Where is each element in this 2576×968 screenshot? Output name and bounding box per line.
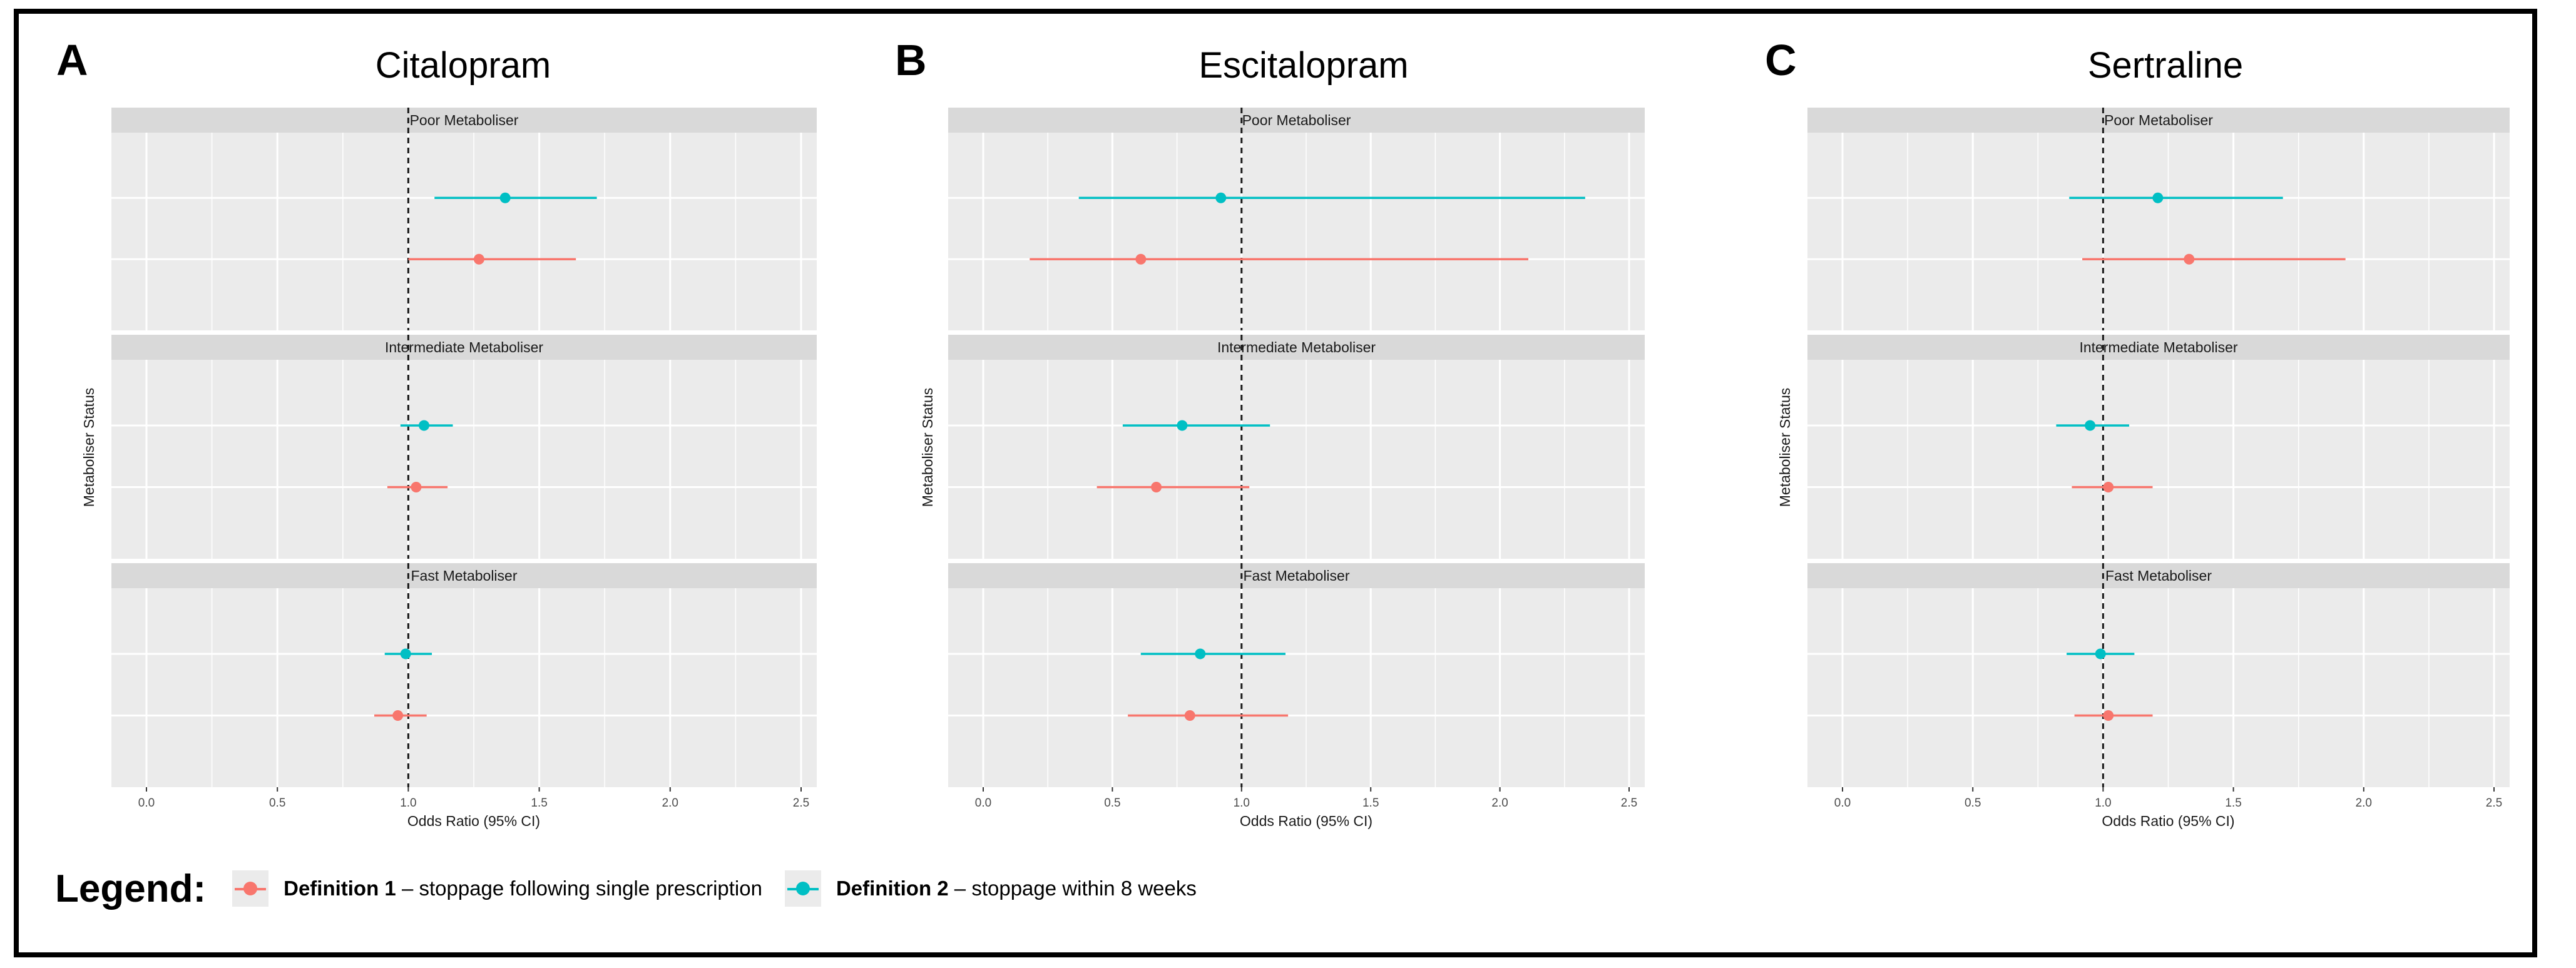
chart-panel-c: C Sertraline Poor Metaboliser Intermediate … bbox=[1765, 36, 2510, 829]
x-tick-label: 2.5 bbox=[793, 797, 809, 810]
facet-background bbox=[1807, 360, 2510, 559]
x-tick-label: 0.5 bbox=[1965, 797, 1981, 810]
facet-strip bbox=[1807, 108, 2510, 133]
y-axis-title: Metaboliser Status bbox=[1777, 388, 1793, 507]
x-tick-label: 2.5 bbox=[1621, 797, 1637, 810]
facet-strip bbox=[1807, 335, 2510, 360]
facet-poor-metaboliser: Poor Metaboliser bbox=[948, 108, 1645, 330]
point-definition-1 bbox=[473, 253, 484, 265]
x-axis-title: Odds Ratio (95% CI) bbox=[407, 813, 540, 829]
x-tick-label: 2.5 bbox=[2486, 797, 2502, 810]
facet-fast-metaboliser: Fast Metaboliser bbox=[948, 563, 1645, 787]
facet-intermediate-metaboliser: Intermediate Metaboliser bbox=[948, 335, 1645, 559]
facet-label: Fast Metaboliser bbox=[2105, 568, 2212, 584]
panel-letter: A bbox=[56, 36, 88, 84]
facet-background bbox=[948, 360, 1645, 559]
facet-poor-metaboliser: Poor Metaboliser bbox=[111, 108, 817, 330]
facet-background bbox=[1807, 133, 2510, 330]
point-definition-2 bbox=[2085, 420, 2096, 431]
chart-title: Citalopram bbox=[376, 45, 551, 86]
x-tick-label: 1.5 bbox=[531, 797, 547, 810]
point-definition-1 bbox=[2103, 482, 2114, 493]
chart-title: Escitalopram bbox=[1199, 45, 1408, 86]
y-axis-title: Metaboliser Status bbox=[919, 388, 936, 507]
x-tick-label: 1.0 bbox=[1234, 797, 1250, 810]
panel-letter: C bbox=[1765, 36, 1797, 84]
facet-label: Intermediate Metaboliser bbox=[1217, 339, 1376, 355]
point-definition-1 bbox=[1184, 710, 1195, 721]
facet-background bbox=[948, 133, 1645, 330]
point-definition-2 bbox=[2152, 192, 2164, 203]
facet-label: Poor Metaboliser bbox=[1242, 112, 1351, 128]
facet-intermediate-metaboliser: Intermediate Metaboliser bbox=[1807, 335, 2510, 559]
x-tick-label: 0.5 bbox=[269, 797, 285, 810]
facet-strip bbox=[111, 335, 817, 360]
chart-title: Sertraline bbox=[2088, 45, 2243, 86]
facet-label: Intermediate Metaboliser bbox=[2079, 339, 2237, 355]
x-tick-label: 0.0 bbox=[975, 797, 991, 810]
legend-title: Legend: bbox=[55, 867, 207, 910]
point-definition-1 bbox=[2103, 710, 2114, 721]
facet-strip bbox=[111, 108, 817, 133]
facet-strip bbox=[948, 335, 1645, 360]
x-tick-label: 1.5 bbox=[2225, 797, 2241, 810]
x-axis-title: Odds Ratio (95% CI) bbox=[2102, 813, 2234, 829]
point-definition-2 bbox=[400, 648, 411, 660]
point-definition-2 bbox=[1177, 420, 1188, 431]
facet-label: Poor Metaboliser bbox=[410, 112, 519, 128]
x-tick-label: 2.0 bbox=[1491, 797, 1508, 810]
point-definition-1 bbox=[392, 710, 404, 721]
legend-label-definition-2: Definition 2 – stoppage within 8 weeks bbox=[836, 877, 1197, 900]
facet-label: Fast Metaboliser bbox=[411, 568, 517, 584]
x-axis-title: Odds Ratio (95% CI) bbox=[1240, 813, 1372, 829]
facet-intermediate-metaboliser: Intermediate Metaboliser bbox=[111, 335, 817, 559]
point-definition-1 bbox=[411, 482, 422, 493]
panel-letter: B bbox=[895, 36, 927, 84]
legend-key-definition-2 bbox=[784, 870, 821, 907]
point-definition-1 bbox=[1135, 253, 1147, 265]
facet-background bbox=[111, 360, 817, 559]
point-definition-2 bbox=[2095, 648, 2106, 660]
point-definition-2 bbox=[419, 420, 430, 431]
x-tick-label: 2.0 bbox=[2356, 797, 2372, 810]
point-definition-1 bbox=[1151, 482, 1162, 493]
facet-label: Poor Metaboliser bbox=[2104, 112, 2213, 128]
point-definition-2 bbox=[1195, 648, 1206, 660]
x-tick-label: 1.5 bbox=[1362, 797, 1379, 810]
chart-panel-a: A Citalopram Poor Metaboliser Intermediate … bbox=[56, 36, 817, 829]
facet-background bbox=[111, 133, 817, 330]
facet-fast-metaboliser: Fast Metaboliser bbox=[1807, 563, 2510, 787]
point-definition-1 bbox=[2184, 253, 2195, 265]
facet-strip bbox=[948, 108, 1645, 133]
point-definition-2 bbox=[499, 192, 511, 203]
facet-strip bbox=[948, 563, 1645, 588]
x-tick-label: 2.0 bbox=[662, 797, 678, 810]
x-tick-label: 1.0 bbox=[2095, 797, 2111, 810]
facet-label: Fast Metaboliser bbox=[1243, 568, 1349, 584]
x-tick-label: 0.0 bbox=[1834, 797, 1851, 810]
legend: Legend: Definition 1 – stoppage followin… bbox=[55, 867, 1219, 910]
y-axis-title: Metaboliser Status bbox=[81, 388, 97, 507]
facet-poor-metaboliser: Poor Metaboliser bbox=[1807, 108, 2510, 330]
point-definition-2 bbox=[1215, 192, 1227, 203]
x-tick-label: 1.0 bbox=[400, 797, 416, 810]
facet-strip bbox=[1807, 563, 2510, 588]
facet-label: Intermediate Metaboliser bbox=[385, 339, 543, 355]
x-tick-label: 0.0 bbox=[138, 797, 155, 810]
legend-key-definition-1 bbox=[232, 870, 269, 907]
x-tick-label: 0.5 bbox=[1104, 797, 1120, 810]
facet-background bbox=[1807, 588, 2510, 787]
facet-fast-metaboliser: Fast Metaboliser bbox=[111, 563, 817, 787]
facet-background bbox=[948, 588, 1645, 787]
legend-label-definition-1: Definition 1 – stoppage following single… bbox=[284, 877, 762, 900]
facet-background bbox=[111, 588, 817, 787]
chart-panel-b: B Escitalopram Poor Metaboliser Intermediat… bbox=[895, 36, 1645, 829]
facet-strip bbox=[111, 563, 817, 588]
